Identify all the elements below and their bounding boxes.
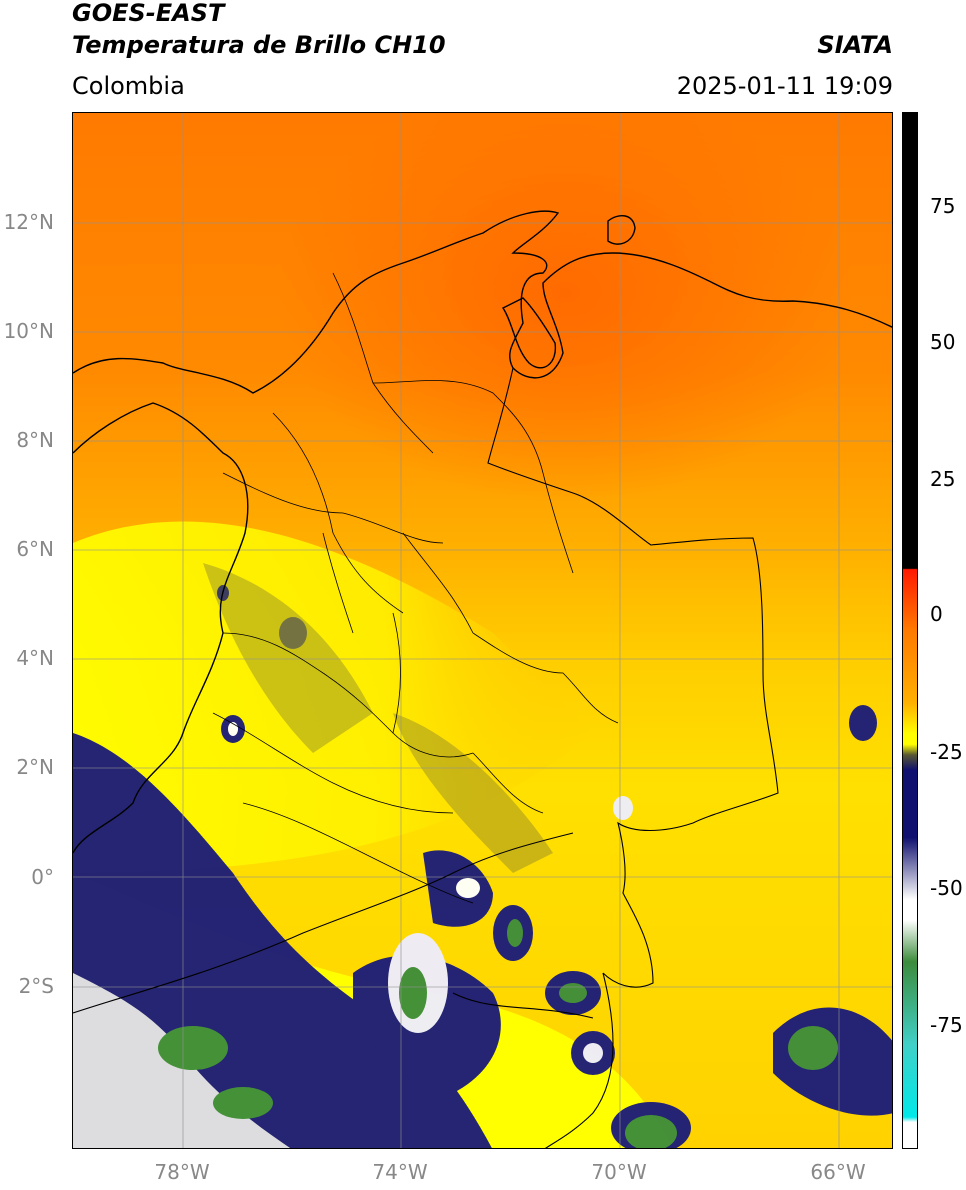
country-borders xyxy=(73,367,779,1148)
source-label: SIATA xyxy=(817,31,893,59)
satellite-map[interactable] xyxy=(72,112,893,1149)
title-satellite: GOES-EAST xyxy=(72,0,225,27)
lon-label-78w: 78°W xyxy=(154,1160,210,1184)
lat-label-10n: 10°N xyxy=(3,319,54,343)
colorbar-tick-50: 50 xyxy=(930,330,956,354)
lat-label-2n: 2°N xyxy=(16,755,54,779)
lat-label-6n: 6°N xyxy=(16,537,54,561)
graticule xyxy=(73,113,892,1148)
lat-label-4n: 4°N xyxy=(16,646,54,670)
colorbar-tick-neg75: -75 xyxy=(930,1013,963,1037)
lat-label-0: 0° xyxy=(31,865,54,889)
lat-label-12n: 12°N xyxy=(3,210,54,234)
datetime-label: 2025-01-11 19:09 xyxy=(676,72,893,100)
colorbar-tick-75: 75 xyxy=(930,194,956,218)
lon-label-66w: 66°W xyxy=(810,1160,866,1184)
colorbar-tick-neg50: -50 xyxy=(930,876,963,900)
department-borders xyxy=(212,272,619,904)
lon-label-74w: 74°W xyxy=(372,1160,428,1184)
cold-cloud-tops xyxy=(73,585,892,1148)
coastlines xyxy=(73,210,892,854)
lon-label-70w: 70°W xyxy=(591,1160,647,1184)
title-product: Temperatura de Brillo CH10 xyxy=(72,31,446,59)
region-label: Colombia xyxy=(72,72,185,100)
mixed-cloud xyxy=(203,563,553,873)
colorbar xyxy=(902,112,918,1149)
colorbar-tick-0: 0 xyxy=(930,602,943,626)
lat-label-8n: 8°N xyxy=(16,428,54,452)
lat-label-2s: 2°S xyxy=(18,974,54,998)
colorbar-tick-neg25: -25 xyxy=(930,740,963,764)
map-canvas xyxy=(73,113,892,1148)
colorbar-tick-25: 25 xyxy=(930,467,956,491)
